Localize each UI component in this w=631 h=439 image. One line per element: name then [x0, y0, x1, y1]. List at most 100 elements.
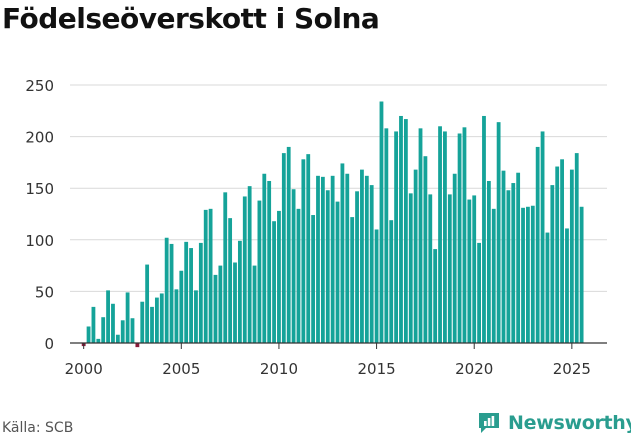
bar	[96, 338, 101, 343]
bar	[550, 185, 555, 343]
bar	[418, 128, 423, 343]
y-tick-label: 50	[35, 283, 54, 301]
bar	[389, 220, 394, 343]
bar	[472, 195, 477, 343]
x-tick-label: 2000	[65, 360, 103, 378]
bar	[574, 153, 579, 343]
bar	[330, 175, 335, 343]
bar-chart: 0 50 100 150 200 250 2000 2005 2010 2015 2020 2025	[25, 77, 607, 378]
bar	[428, 194, 433, 343]
bar	[565, 228, 569, 343]
bar	[208, 208, 213, 343]
bar	[491, 208, 496, 343]
bar	[174, 289, 179, 343]
bar	[316, 175, 320, 343]
x-tick-label: 2020	[455, 360, 493, 378]
bar	[555, 166, 560, 343]
bar	[350, 217, 355, 343]
bar	[506, 190, 511, 343]
bar	[403, 119, 408, 343]
bar	[272, 221, 276, 343]
bar	[291, 189, 296, 343]
bar	[252, 265, 257, 343]
bar	[281, 153, 286, 343]
bar	[335, 201, 340, 343]
bar	[164, 237, 169, 343]
bar	[189, 248, 193, 343]
bar	[184, 241, 189, 343]
source-note: Källa: SCB	[2, 420, 74, 436]
y-tick-label: 150	[25, 180, 54, 198]
bar	[340, 163, 345, 343]
bar	[115, 334, 120, 343]
bar	[120, 320, 125, 343]
newsworthy-logo-text: Newsworthy	[508, 412, 631, 434]
y-tick-label: 200	[25, 129, 54, 147]
bar	[496, 122, 501, 344]
bar	[438, 126, 442, 343]
bar	[135, 343, 140, 348]
x-tick-label: 2025	[553, 360, 591, 378]
bar	[233, 262, 237, 343]
bar	[526, 206, 530, 343]
bar	[223, 192, 228, 343]
bar	[145, 264, 150, 343]
bar	[521, 207, 525, 343]
bar	[198, 242, 203, 343]
bar	[169, 243, 174, 343]
x-tick-label: 2010	[260, 360, 298, 378]
newsworthy-logo-icon	[479, 413, 499, 433]
bar	[86, 326, 91, 343]
bar	[101, 317, 106, 343]
x-tick-label: 2015	[357, 360, 395, 378]
bar	[237, 240, 242, 343]
bar	[111, 303, 115, 343]
bar	[530, 205, 535, 343]
bar	[130, 318, 135, 343]
bar	[247, 186, 252, 343]
bar	[408, 193, 413, 343]
bar	[486, 180, 491, 343]
bar	[540, 131, 545, 343]
bar	[213, 274, 218, 343]
bar	[516, 172, 521, 343]
bar	[569, 169, 574, 343]
bar	[355, 191, 359, 343]
bar	[277, 210, 281, 343]
bar	[535, 146, 540, 343]
bar	[433, 249, 438, 343]
bar	[560, 159, 564, 343]
bar	[447, 194, 452, 343]
bar	[452, 173, 457, 343]
bar	[106, 290, 110, 343]
bar	[467, 199, 472, 343]
bar	[320, 176, 325, 343]
bar	[125, 292, 130, 343]
bar	[384, 128, 389, 343]
bar	[91, 306, 96, 343]
bar	[179, 270, 184, 343]
chart-title: Födelseöverskott i Solna	[2, 2, 380, 35]
bar	[150, 306, 154, 343]
bar	[194, 290, 198, 343]
bar	[242, 196, 247, 343]
bar	[140, 301, 145, 343]
bar	[457, 133, 462, 343]
y-axis-ticks: 0 50 100 150 200 250	[25, 77, 54, 353]
bar	[413, 169, 418, 343]
bar	[203, 209, 208, 343]
bar	[345, 173, 350, 343]
x-tick-label: 2005	[162, 360, 200, 378]
bar	[501, 170, 506, 343]
bar	[364, 175, 369, 343]
x-axis-ticks: 2000 2005 2010 2015 2020 2025	[65, 343, 591, 378]
bar	[482, 115, 486, 344]
bar	[360, 169, 364, 343]
bar	[443, 131, 447, 343]
bar	[218, 265, 223, 343]
bar	[286, 146, 291, 343]
bar	[159, 293, 164, 343]
bar	[228, 218, 233, 343]
bar	[399, 115, 403, 344]
bar	[267, 180, 272, 343]
